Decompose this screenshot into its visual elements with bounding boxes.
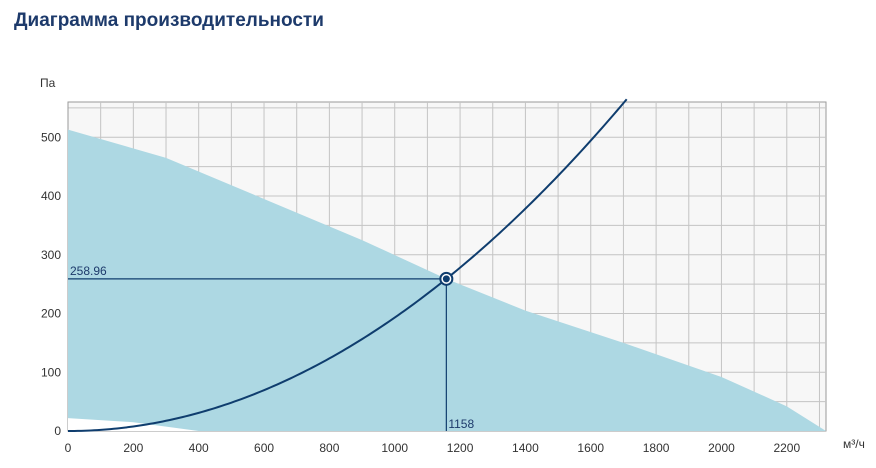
y-tick-label: 100 (41, 365, 61, 379)
system-curve (67, 98, 628, 432)
operating-point-dot (442, 275, 450, 283)
y-tick-label: 300 (41, 248, 61, 262)
x-tick-label: 800 (319, 441, 339, 455)
operating-point-pressure-label: 258.96 (70, 264, 107, 278)
x-tick-label: 1400 (512, 441, 539, 455)
x-tick-label: 200 (123, 441, 143, 455)
x-tick-label: 1000 (381, 441, 408, 455)
y-tick-label: 400 (41, 189, 61, 203)
x-tick-label: 400 (189, 441, 209, 455)
x-tick-label: 0 (65, 441, 72, 455)
y-axis-label: Па (40, 76, 56, 90)
x-tick-label: 1200 (447, 441, 474, 455)
x-tick-label: 1600 (577, 441, 604, 455)
y-tick-label: 200 (41, 307, 61, 321)
x-axis-ticks: 0 200 400 600 800 1000 1200 1400 1600 1800 2000 220… (65, 441, 801, 455)
x-axis-label: м³/ч (843, 437, 865, 451)
y-tick-label: 500 (41, 130, 61, 144)
y-tick-label: 0 (54, 424, 61, 438)
performance-area-lower (68, 418, 199, 431)
y-axis-ticks: 0 100 200 300 400 500 (41, 130, 61, 438)
x-tick-label: 2000 (708, 441, 735, 455)
chart-title: Диаграмма производительности (14, 10, 324, 31)
operating-point-flow-label: 1158 (448, 417, 474, 431)
x-tick-label: 600 (254, 441, 274, 455)
x-tick-label: 2200 (773, 441, 800, 455)
x-tick-label: 1800 (643, 441, 670, 455)
